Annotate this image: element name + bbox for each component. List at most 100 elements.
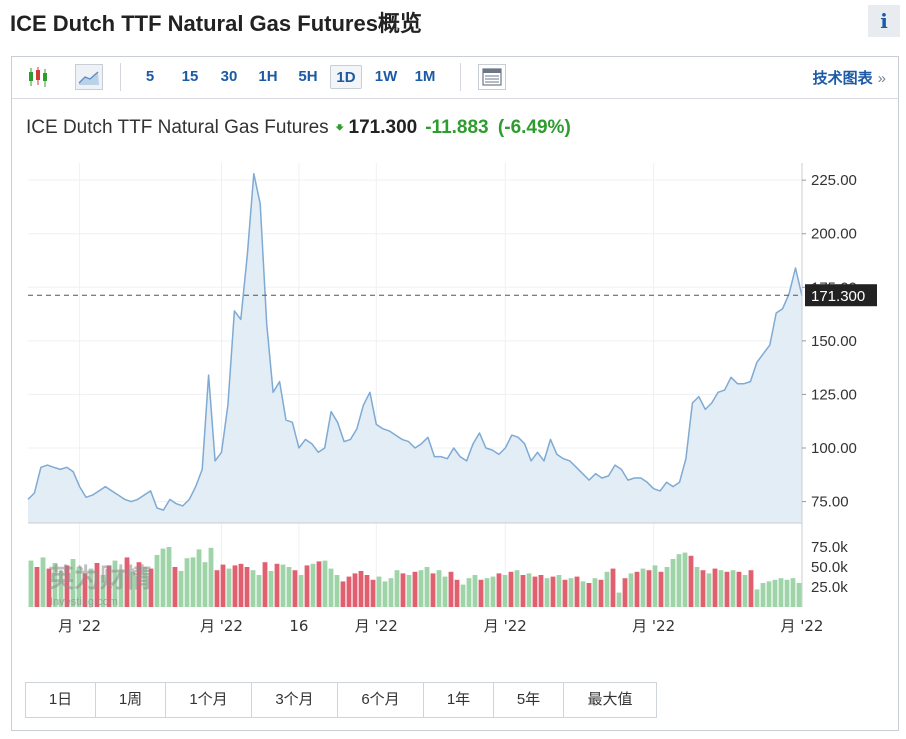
volume-bar: [490, 576, 496, 607]
technical-chart-label: 技术图表: [812, 70, 873, 87]
volume-bar: [316, 561, 322, 607]
volume-bar: [280, 564, 286, 607]
x-axis-tick-label: 月 '22: [200, 617, 243, 635]
volume-bar: [304, 565, 310, 607]
volume-bar: [382, 581, 388, 607]
range-1-day[interactable]: 1日: [26, 683, 96, 717]
range-max[interactable]: 最大值: [587, 691, 633, 708]
price-change-percent: (-6.49%): [497, 117, 571, 138]
volume-bar: [274, 563, 280, 607]
volume-bar: [652, 565, 658, 607]
volume-bar: [148, 568, 154, 607]
volume-bar: [220, 564, 226, 607]
price-chart[interactable]: 英为财情 Investing.com 75.00 100.00 125.00 150.00…: [12, 57, 898, 677]
range-1-month[interactable]: 1个月: [166, 683, 252, 717]
volume-bar: [760, 583, 766, 607]
volume-bar: [592, 578, 598, 607]
volume-bar: [712, 568, 718, 607]
volume-bar: [298, 575, 304, 607]
volume-axis-tick-label: 50.0k: [811, 559, 848, 576]
volume-bar: [238, 563, 244, 607]
interval-30[interactable]: 30: [220, 68, 238, 85]
volume-axis-tick-label: 25.0k: [811, 579, 848, 596]
volume-bar: [82, 573, 88, 607]
volume-bar: [688, 555, 694, 607]
double-chevron-right-icon: »: [877, 70, 886, 87]
volume-bar: [88, 568, 94, 607]
volume-bar: [160, 548, 166, 607]
volume-bar: [772, 579, 778, 607]
volume-bar: [604, 571, 610, 607]
volume-bar: [796, 583, 802, 607]
interval-5[interactable]: 5: [145, 68, 155, 85]
volume-bar: [466, 578, 472, 607]
volume-bar: [730, 570, 736, 607]
x-axis-tick-label: 月 '22: [58, 617, 101, 635]
x-axis-tick-label: 月 '22: [484, 617, 527, 635]
volume-bar: [268, 571, 274, 607]
volume-bar: [328, 568, 334, 607]
x-axis-tick-label: 月 '22: [632, 617, 675, 635]
volume-bar: [538, 575, 544, 607]
toolbar-divider: [120, 63, 121, 91]
volume-bar: [346, 576, 352, 607]
volume-bar: [166, 547, 172, 607]
volume-bar: [46, 568, 52, 607]
volume-bar: [178, 571, 184, 607]
interval-15[interactable]: 15: [181, 68, 199, 85]
volume-bar: [742, 575, 748, 607]
area-chart-icon[interactable]: [75, 64, 103, 90]
interval-5h[interactable]: 5H: [298, 68, 318, 85]
y-axis-tick-label: 125.00: [811, 386, 857, 403]
volume-bar: [628, 573, 634, 607]
volume-bar: [598, 579, 604, 607]
range-1-year[interactable]: 1年: [424, 683, 494, 717]
last-price: 171.300: [348, 117, 418, 138]
candlestick-icon[interactable]: [25, 64, 53, 90]
interval-1w[interactable]: 1W: [374, 68, 398, 85]
range-5-years[interactable]: 5年: [494, 683, 564, 717]
arrow-down-icon: 🠻: [334, 120, 345, 137]
table-view-icon[interactable]: [478, 64, 506, 90]
volume-bar: [634, 571, 640, 607]
page-title: ICE Dutch TTF Natural Gas Futures概览: [10, 11, 422, 36]
volume-bar: [94, 563, 100, 607]
volume-bar: [646, 570, 652, 607]
range-1-week[interactable]: 1周: [96, 683, 166, 717]
volume-bar: [52, 563, 58, 607]
volume-bar: [184, 558, 190, 607]
volume-bar: [502, 575, 508, 607]
range-6-months[interactable]: 6个月: [338, 683, 424, 717]
volume-bar: [100, 575, 106, 607]
interval-1h[interactable]: 1H: [258, 68, 278, 85]
volume-bar: [706, 573, 712, 607]
volume-bar: [736, 571, 742, 607]
volume-bar: [784, 579, 790, 607]
volume-bar: [640, 568, 646, 607]
range-3-months[interactable]: 3个月: [252, 683, 338, 717]
y-axis-tick-label: 100.00: [811, 440, 857, 457]
volume-bar: [658, 571, 664, 607]
volume-bar: [526, 573, 532, 607]
volume-bar: [556, 575, 562, 607]
volume-bar: [142, 567, 148, 607]
volume-bar: [520, 575, 526, 607]
volume-bar: [580, 581, 586, 607]
volume-bar: [622, 578, 628, 607]
volume-bar: [550, 576, 556, 607]
technical-chart-link[interactable]: 技术图表»: [813, 67, 886, 88]
toolbar-divider: [460, 63, 461, 91]
interval-1d[interactable]: 1D: [330, 65, 362, 89]
volume-bar: [376, 576, 382, 607]
volume-bar: [484, 578, 490, 607]
volume-bar: [208, 547, 214, 607]
volume-bar: [34, 567, 40, 607]
info-button[interactable]: i: [868, 5, 900, 37]
volume-bar: [670, 559, 676, 607]
volume-bar: [244, 567, 250, 607]
volume-bar: [508, 571, 514, 607]
volume-bar: [748, 570, 754, 607]
volume-bar: [532, 576, 538, 607]
interval-1m[interactable]: 1M: [414, 68, 436, 85]
volume-bar: [262, 562, 268, 607]
